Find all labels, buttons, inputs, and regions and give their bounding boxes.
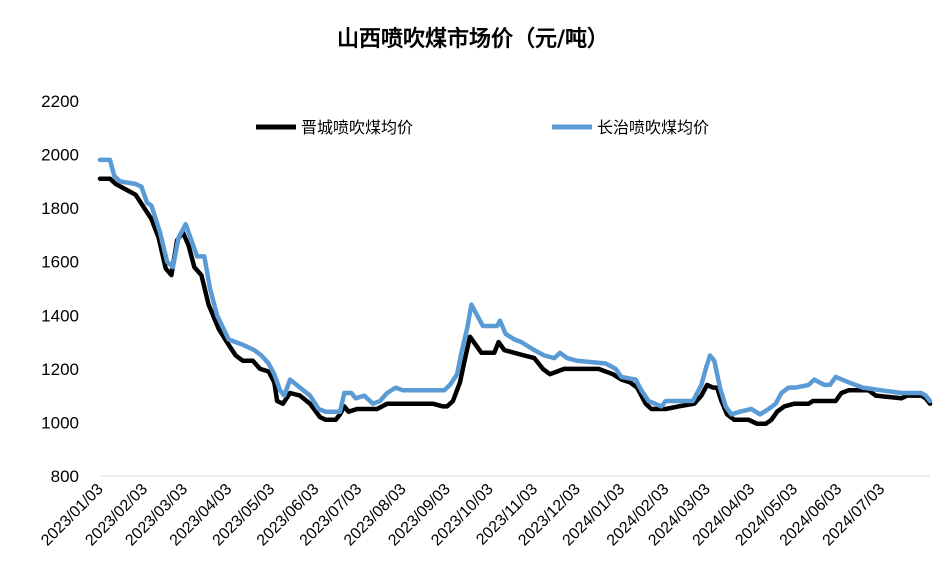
chart-title: 山西喷吹煤市场价（元/吨） [337,26,609,52]
y-tick-label: 1600 [41,253,79,272]
y-tick-label: 800 [51,467,79,486]
y-tick-label: 1400 [41,306,79,325]
legend: 晋城喷吹煤均价 长治喷吹煤均价 [256,118,709,137]
y-tick-label: 1000 [41,413,79,432]
legend-item-changzhi: 长治喷吹煤均价 [552,118,709,137]
series-line-changzhi [97,157,933,417]
legend-label-jincheng: 晋城喷吹煤均价 [301,118,413,137]
y-tick-label: 1800 [41,199,79,218]
y-axis: 2200 2000 1800 1600 1400 1200 1000 800 [41,92,79,486]
x-axis: 2023/01/032023/02/032023/03/032023/04/03… [38,475,930,549]
legend-label-changzhi: 长治喷吹煤均价 [597,118,709,137]
series-layer [97,157,933,427]
y-tick-label: 2000 [41,146,79,165]
legend-item-jincheng: 晋城喷吹煤均价 [256,118,413,137]
y-tick-label: 2200 [41,92,79,111]
y-tick-label: 1200 [41,360,79,379]
series-line-jincheng [97,176,933,427]
